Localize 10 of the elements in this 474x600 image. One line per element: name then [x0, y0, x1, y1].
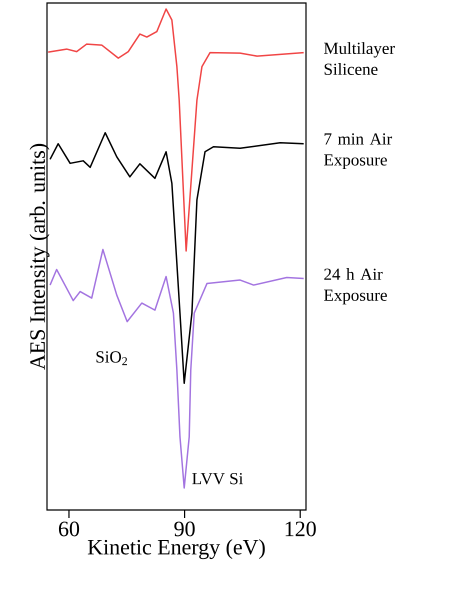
- x-axis-title: Kinetic Energy (eV): [88, 539, 265, 560]
- annotation: SiO$_{2}$: [96, 351, 127, 366]
- series-label: 7 min Air Exposure: [324, 133, 392, 170]
- x-tick-label: 120: [286, 522, 316, 536]
- series-label: 24 h Air Exposure: [324, 268, 387, 304]
- y-axis-title: AES Intensity (arb. units): [30, 144, 50, 370]
- annotation: LVV Si: [192, 472, 244, 484]
- x-tick-label: 60: [58, 522, 80, 536]
- x-tick-label: 90: [174, 522, 195, 536]
- series-label: Multilayer Silicene: [324, 42, 395, 75]
